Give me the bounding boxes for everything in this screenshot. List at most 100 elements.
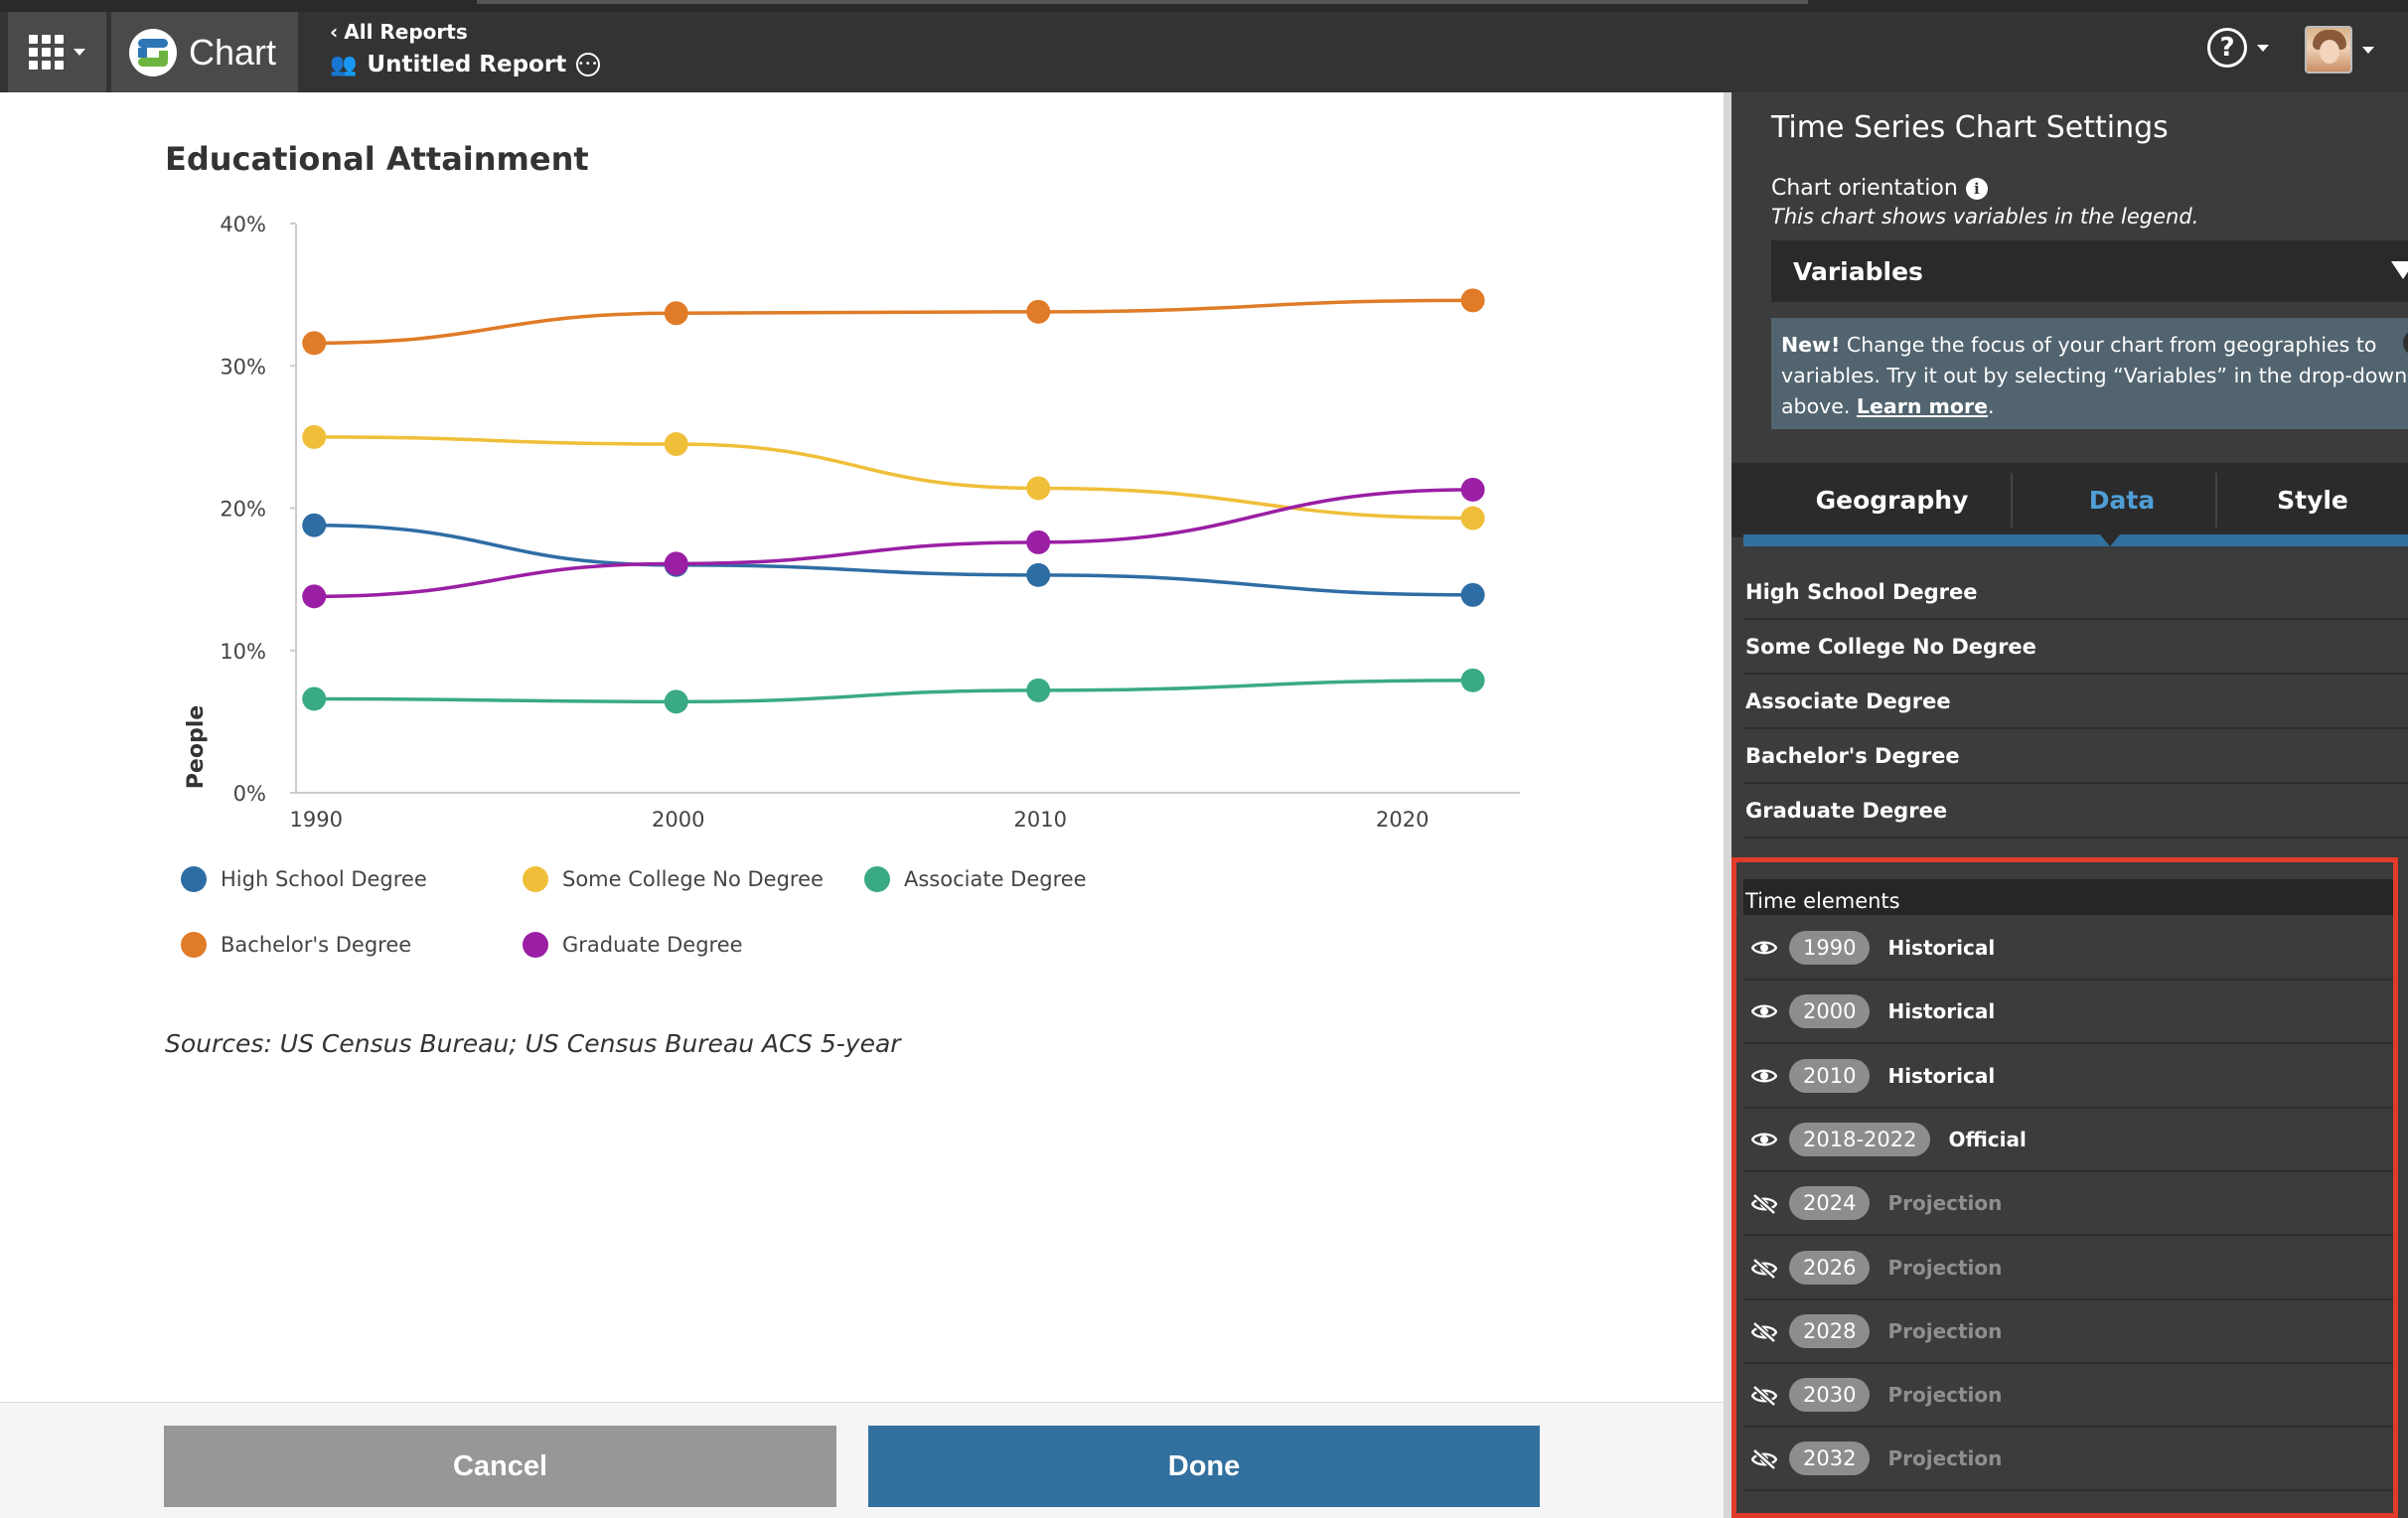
help-icon: ? — [2207, 28, 2247, 68]
time-element-row[interactable]: 2024 Projection — [1743, 1172, 2393, 1237]
time-elements-highlight — [1731, 857, 2398, 1518]
line-chart: 0% 10% 20% 30% 40% 1990 2000 2010 2020 People — [184, 213, 1520, 832]
settings-panel: Time Series Chart Settings Chart orienta… — [1731, 92, 2408, 1518]
legend-item[interactable]: High School Degree — [181, 866, 427, 892]
time-element-row[interactable]: 2028 Projection — [1743, 1300, 2393, 1364]
time-element-year: 2028 — [1789, 1313, 1871, 1348]
user-menu-button[interactable] — [2305, 26, 2374, 74]
x-tick-label: 2000 — [652, 808, 704, 832]
time-element-year: 2032 — [1789, 1442, 1871, 1476]
legend-swatch — [864, 866, 890, 892]
report-title[interactable]: Untitled Report — [367, 52, 567, 77]
series-line — [314, 488, 1473, 599]
panel-title: Time Series Chart Settings — [1771, 110, 2169, 145]
panel-splitter[interactable] — [1724, 92, 1731, 1518]
orientation-label: Chart orientation — [1771, 176, 1958, 201]
eye-off-icon[interactable] — [1750, 1257, 1778, 1280]
more-options-icon[interactable]: ••• — [576, 53, 601, 76]
time-element-type: Historical — [1887, 936, 1996, 960]
data-point — [1460, 506, 1485, 531]
time-element-row[interactable]: 2030 Projection — [1743, 1364, 2393, 1429]
avatar — [2305, 26, 2352, 74]
eye-off-icon[interactable] — [1750, 1320, 1778, 1343]
legend-swatch — [181, 866, 207, 892]
time-element-row[interactable]: 2032 Projection — [1743, 1428, 2393, 1492]
learn-more-link[interactable]: Learn more — [1856, 394, 1989, 418]
notice-text: Change the focus of your chart from geog… — [1781, 333, 2408, 418]
time-element-year: 2000 — [1789, 994, 1871, 1029]
apps-menu-button[interactable] — [8, 12, 106, 92]
tab-geography[interactable]: Geography — [1815, 486, 1969, 515]
time-element-row[interactable]: 2026 Projection — [1743, 1237, 2393, 1300]
all-reports-label: All Reports — [344, 20, 468, 44]
data-point — [1460, 288, 1485, 313]
data-point — [664, 432, 688, 457]
all-reports-link[interactable]: ‹ All Reports — [330, 20, 600, 44]
data-point — [302, 584, 327, 609]
legend-item[interactable]: Graduate Degree — [523, 932, 743, 958]
variable-item[interactable]: Bachelor's Degree — [1743, 729, 2408, 784]
eye-off-icon[interactable] — [1750, 1448, 1778, 1471]
top-bar — [0, 0, 2408, 92]
legend-item[interactable]: Bachelor's Degree — [181, 932, 411, 958]
variable-item[interactable]: Some College No Degree — [1743, 620, 2408, 675]
close-icon[interactable]: ✕ — [2403, 330, 2408, 356]
series-line — [314, 298, 1473, 346]
data-point — [664, 301, 688, 326]
time-element-year: 2024 — [1789, 1186, 1871, 1221]
orientation-select[interactable]: Variables — [1771, 240, 2408, 302]
active-tab-indicator — [1743, 534, 2408, 546]
legend-swatch — [181, 932, 207, 958]
app-name: Chart — [189, 31, 277, 73]
legend-swatch — [523, 866, 548, 892]
eye-icon[interactable] — [1750, 1131, 1778, 1148]
tab-data[interactable]: Data — [2088, 486, 2156, 515]
eye-icon[interactable] — [1750, 1067, 1778, 1085]
variable-item[interactable]: High School Degree — [1743, 565, 2408, 620]
variable-item[interactable]: Associate Degree — [1743, 675, 2408, 729]
y-tick-label: 0% — [233, 782, 266, 806]
time-element-year: 2030 — [1789, 1378, 1871, 1413]
cancel-button[interactable]: Cancel — [164, 1426, 836, 1507]
data-point — [302, 686, 327, 711]
people-icon: 👥 — [330, 52, 358, 77]
data-point — [1460, 668, 1485, 692]
done-button[interactable]: Done — [868, 1426, 1540, 1507]
time-element-row[interactable]: 2000 Historical — [1743, 981, 2393, 1045]
y-axis-label: People — [184, 705, 209, 789]
legend-swatch — [523, 932, 548, 958]
time-element-row[interactable]: 2018-2022 Official — [1743, 1109, 2393, 1172]
variable-item[interactable]: Graduate Degree — [1743, 784, 2408, 838]
notice-end: . — [1988, 394, 1995, 418]
time-element-row[interactable]: 1990 Historical — [1743, 917, 2393, 981]
x-tick-label: 1990 — [289, 808, 342, 832]
data-point — [1026, 476, 1051, 501]
legend-item[interactable]: Associate Degree — [864, 866, 1087, 892]
chevron-down-icon — [74, 49, 85, 56]
time-element-year: 2026 — [1789, 1250, 1871, 1285]
notice-new-label: New! — [1781, 333, 1841, 357]
help-button[interactable]: ? — [2207, 28, 2269, 68]
y-tick-label: 10% — [220, 640, 266, 664]
series-line — [314, 679, 1473, 704]
info-icon[interactable]: i — [1965, 177, 1988, 200]
active-tab-pointer — [2100, 534, 2120, 546]
top-strip-highlight — [477, 0, 1808, 4]
eye-icon[interactable] — [1750, 939, 1778, 957]
orientation-value: Variables — [1793, 256, 1923, 286]
y-tick-label: 20% — [220, 498, 266, 522]
legend-item[interactable]: Some College No Degree — [523, 866, 824, 892]
time-element-type: Projection — [1887, 1446, 2003, 1471]
data-point — [1026, 530, 1051, 554]
eye-off-icon[interactable] — [1750, 1193, 1778, 1216]
eye-icon[interactable] — [1750, 1002, 1778, 1020]
time-element-type: Projection — [1887, 1191, 2003, 1216]
eye-off-icon[interactable] — [1750, 1385, 1778, 1407]
app-brand[interactable]: Chart — [111, 12, 298, 92]
time-element-type: Projection — [1887, 1383, 2003, 1408]
tab-style[interactable]: Style — [2277, 486, 2348, 515]
time-element-row[interactable]: 2010 Historical — [1743, 1045, 2393, 1109]
chart-sources: Sources: US Census Bureau; US Census Bur… — [165, 1029, 901, 1058]
chart-legend: High School Degree Some College No Degree… — [181, 866, 1174, 986]
data-point — [302, 424, 327, 449]
